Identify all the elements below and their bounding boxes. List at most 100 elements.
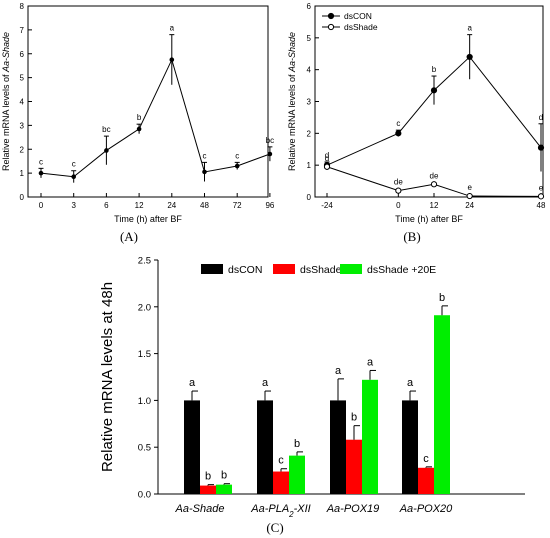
legend-label: dsCON bbox=[344, 11, 372, 21]
y-axis-label: Relative mRNA levels of Aa-Shade bbox=[1, 32, 11, 171]
panel-label-a: (A) bbox=[120, 229, 138, 244]
bar-dscon bbox=[184, 400, 200, 494]
significance-letter: b bbox=[137, 113, 142, 122]
data-point bbox=[430, 181, 438, 188]
y-tick-label: 6 bbox=[307, 2, 312, 11]
significance-letter: bc bbox=[266, 136, 274, 145]
bar-dscon bbox=[330, 400, 346, 494]
significance-letter: a bbox=[262, 377, 269, 389]
significance-letter: e bbox=[467, 183, 472, 192]
x-tick-label: -24 bbox=[321, 201, 333, 210]
y-tick-label: 2 bbox=[307, 129, 312, 138]
data-point bbox=[466, 192, 473, 200]
significance-letter: d bbox=[325, 151, 329, 160]
x-tick-label: 0 bbox=[39, 201, 44, 210]
x-tick-label: 6 bbox=[104, 201, 109, 210]
x-tick-label: 48 bbox=[537, 201, 546, 210]
data-point bbox=[395, 130, 402, 137]
legend-swatch bbox=[340, 264, 362, 274]
x-tick-label: 96 bbox=[265, 201, 274, 210]
data-point bbox=[267, 151, 273, 157]
data-point bbox=[71, 174, 76, 180]
bar-dsshade bbox=[273, 471, 289, 494]
bar-dsshade20e bbox=[362, 379, 378, 494]
x-category-label: Aa-Shade bbox=[175, 503, 225, 515]
significance-letter: de bbox=[394, 178, 403, 187]
significance-letter: c bbox=[278, 455, 284, 467]
significance-letter: d bbox=[539, 113, 543, 122]
legend-marker bbox=[327, 23, 335, 31]
y-tick-label: 1.0 bbox=[138, 396, 151, 407]
x-category-label: Aa-POX19 bbox=[326, 503, 380, 515]
y-tick-label: 8 bbox=[20, 2, 25, 11]
x-tick-label: 24 bbox=[465, 201, 474, 210]
significance-letter: c bbox=[203, 151, 207, 160]
y-axis-label: Relative mRNA levels at 48h bbox=[99, 282, 116, 472]
legend-swatch bbox=[273, 264, 295, 274]
plot-frame bbox=[27, 5, 269, 198]
y-tick-label: 4 bbox=[307, 66, 312, 75]
significance-letter: c bbox=[423, 453, 429, 465]
y-tick-label: 4 bbox=[20, 98, 25, 107]
x-tick-label: 48 bbox=[200, 201, 209, 210]
significance-letter: b bbox=[221, 470, 227, 482]
series-line bbox=[40, 58, 271, 178]
panel-label-c: (C) bbox=[266, 520, 283, 535]
panel-label-b: (B) bbox=[403, 229, 420, 244]
y-tick-label: 1 bbox=[307, 161, 312, 170]
data-point bbox=[38, 170, 44, 176]
y-tick-label: 1.5 bbox=[138, 349, 151, 360]
legend-label: dsShade bbox=[300, 264, 342, 276]
data-point bbox=[202, 169, 207, 175]
significance-letter: c bbox=[39, 157, 43, 166]
data-point bbox=[136, 126, 142, 132]
significance-letter: a bbox=[467, 24, 472, 33]
bar-dsshade bbox=[418, 467, 434, 494]
data-point bbox=[537, 193, 545, 200]
bar-dscon bbox=[257, 400, 273, 494]
significance-letter: b bbox=[432, 65, 437, 74]
data-point bbox=[104, 148, 109, 153]
significance-letter: b bbox=[351, 412, 357, 424]
significance-letter: d bbox=[325, 154, 329, 163]
legend-label: dsShade +20E bbox=[367, 264, 436, 276]
bar-dscon bbox=[402, 400, 418, 494]
y-tick-label: 0.5 bbox=[138, 443, 151, 454]
significance-letter: c bbox=[72, 160, 76, 169]
x-tick-label: 12 bbox=[135, 201, 144, 210]
y-axis-label: Relative mRNA levels of Aa-Shade bbox=[287, 32, 297, 171]
significance-letter: a bbox=[335, 365, 342, 377]
x-tick-label: 24 bbox=[167, 201, 176, 210]
significance-letter: e bbox=[539, 183, 544, 192]
bar-dsshade bbox=[346, 439, 362, 494]
data-point bbox=[169, 57, 175, 63]
y-tick-label: 3 bbox=[307, 98, 312, 107]
x-category-label: Aa-PLA2-XII bbox=[250, 503, 311, 519]
data-point bbox=[466, 53, 473, 61]
x-category-label: Aa-POX20 bbox=[399, 503, 453, 515]
y-tick-label: 2.5 bbox=[138, 256, 151, 267]
y-tick-label: 5 bbox=[307, 34, 312, 43]
significance-letter: a bbox=[367, 356, 374, 368]
data-point bbox=[323, 163, 331, 170]
y-tick-label: 0 bbox=[20, 193, 25, 202]
legend-marker bbox=[327, 12, 335, 20]
x-tick-label: 12 bbox=[430, 201, 439, 210]
y-tick-label: 6 bbox=[20, 50, 25, 59]
significance-letter: a bbox=[189, 377, 196, 389]
y-tick-label: 3 bbox=[20, 121, 25, 130]
bar-dsshade20e bbox=[216, 484, 232, 494]
data-point bbox=[430, 87, 438, 94]
panel-c-bar-chart: 0.0 0.5 1.0 1.5 2.0 2.5 Relative mRNA levels a… bbox=[99, 256, 525, 519]
y-tick-label: 1 bbox=[20, 169, 25, 178]
data-point bbox=[234, 163, 240, 169]
significance-letter: a bbox=[407, 377, 414, 389]
y-tick-label: 7 bbox=[20, 26, 25, 35]
significance-letter: c bbox=[396, 119, 400, 128]
data-point bbox=[537, 144, 545, 151]
significance-letter: a bbox=[170, 24, 175, 33]
legend-label: dsShade bbox=[344, 22, 378, 32]
x-axis-label: Time (h) after BF bbox=[395, 214, 463, 224]
significance-letter: b bbox=[294, 438, 300, 450]
